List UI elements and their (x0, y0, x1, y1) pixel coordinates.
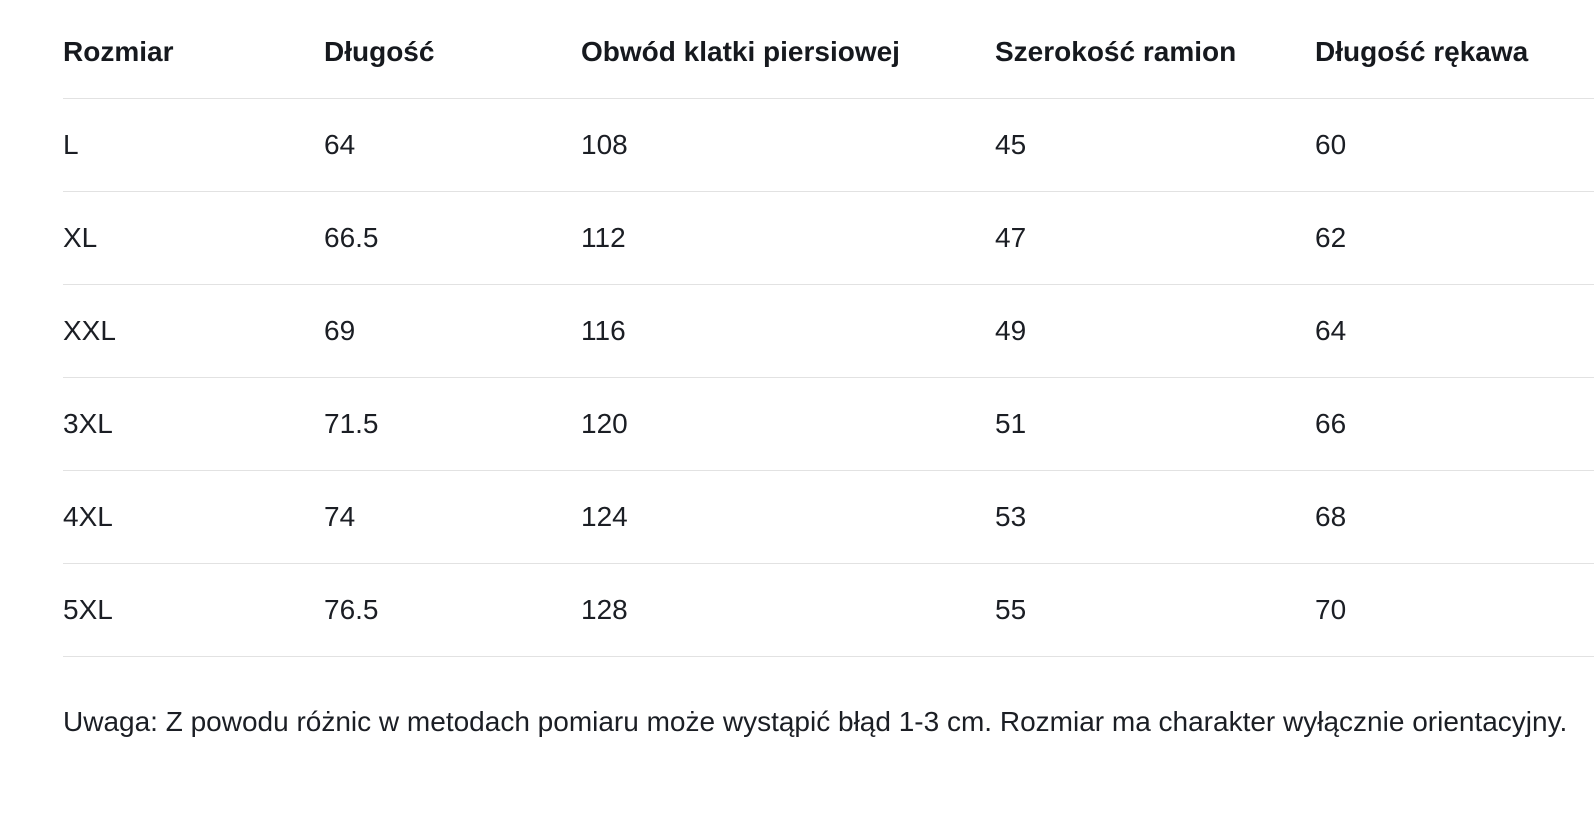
table-cell: 71.5 (324, 377, 581, 471)
column-header-obwod-klatki: Obwód klatki piersiowej (581, 0, 995, 99)
table-row-4xl: 4XL 74 124 53 68 (63, 470, 1594, 564)
table-cell: 49 (995, 284, 1315, 378)
table-cell: 112 (581, 191, 995, 285)
table-cell: 66 (1315, 377, 1594, 471)
column-header-dlugosc: Długość (324, 0, 581, 99)
size-chart: Rozmiar Długość Obwód klatki piersiowej … (63, 0, 1594, 737)
table-cell: 76.5 (324, 563, 581, 657)
table-cell: 66.5 (324, 191, 581, 285)
table-cell: 60 (1315, 98, 1594, 192)
table-cell: 64 (324, 98, 581, 192)
table-cell: 45 (995, 98, 1315, 192)
size-cell: 5XL (63, 563, 324, 657)
size-cell: 3XL (63, 377, 324, 471)
table-cell: 47 (995, 191, 1315, 285)
table-cell: 53 (995, 470, 1315, 564)
size-table: Rozmiar Długość Obwód klatki piersiowej … (63, 0, 1594, 657)
column-header-dlugosc-rekawa: Długość rękawa (1315, 0, 1594, 99)
table-cell: 74 (324, 470, 581, 564)
table-cell: 120 (581, 377, 995, 471)
table-cell: 108 (581, 98, 995, 192)
table-header-row: Rozmiar Długość Obwód klatki piersiowej … (63, 0, 1594, 99)
size-cell: L (63, 98, 324, 192)
table-row-l: L 64 108 45 60 (63, 98, 1594, 192)
size-cell: XL (63, 191, 324, 285)
table-row-3xl: 3XL 71.5 120 51 66 (63, 377, 1594, 471)
size-cell: XXL (63, 284, 324, 378)
column-header-szerokosc-ramion: Szerokość ramion (995, 0, 1315, 99)
table-cell: 55 (995, 563, 1315, 657)
table-cell: 51 (995, 377, 1315, 471)
measurement-note: Uwaga: Z powodu różnic w metodach pomiar… (63, 706, 1568, 737)
table-row-5xl: 5XL 76.5 128 55 70 (63, 563, 1594, 657)
table-cell: 116 (581, 284, 995, 378)
table-cell: 70 (1315, 563, 1594, 657)
size-cell: 4XL (63, 470, 324, 564)
table-row-xl: XL 66.5 112 47 62 (63, 191, 1594, 285)
table-cell: 124 (581, 470, 995, 564)
table-cell: 69 (324, 284, 581, 378)
table-cell: 62 (1315, 191, 1594, 285)
table-cell: 68 (1315, 470, 1594, 564)
table-cell: 64 (1315, 284, 1594, 378)
column-header-rozmiar: Rozmiar (63, 0, 324, 99)
table-row-xxl: XXL 69 116 49 64 (63, 284, 1594, 378)
table-cell: 128 (581, 563, 995, 657)
